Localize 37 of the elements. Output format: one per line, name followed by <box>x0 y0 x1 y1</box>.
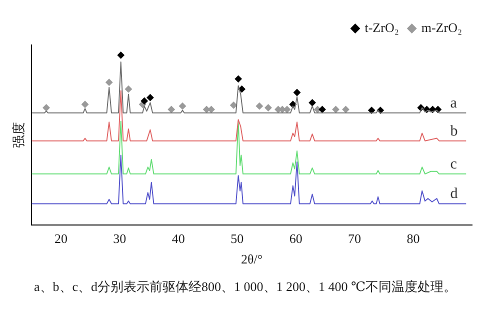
point <box>234 75 242 82</box>
point <box>140 97 148 104</box>
x-tick-label: 30 <box>113 231 126 246</box>
point <box>332 106 340 113</box>
point <box>368 106 376 114</box>
legend-label: t-ZrO₂ <box>364 20 399 35</box>
point <box>82 100 89 108</box>
series-label: b <box>450 123 458 140</box>
point <box>256 102 263 110</box>
point <box>146 94 154 102</box>
point <box>42 104 50 112</box>
point <box>124 86 132 93</box>
x-tick-label: 40 <box>172 231 185 246</box>
point <box>318 106 326 113</box>
point <box>106 78 113 86</box>
x-tick-label: 60 <box>289 231 302 246</box>
point <box>294 88 301 96</box>
point <box>168 106 175 113</box>
series-label: d <box>450 186 458 202</box>
x-tick-label: 80 <box>406 231 420 246</box>
text: a、b、c、d分别表示前驱体经800、1 000、1 200、1 400 ℃不同温度处理。 <box>33 278 458 296</box>
y-axis-title: 强度 <box>11 122 26 148</box>
point <box>284 106 291 113</box>
x-tick-label: 70 <box>348 231 362 246</box>
point <box>308 99 316 106</box>
legend-label: m-ZrO₂ <box>421 20 462 35</box>
point <box>238 86 246 93</box>
point <box>264 104 272 112</box>
point <box>179 102 186 110</box>
x-axis-title: 2θ/° <box>241 252 263 267</box>
x-tick-label: 20 <box>54 231 68 246</box>
series-label: a <box>450 95 458 112</box>
series-label: c <box>450 156 458 172</box>
point <box>342 106 350 113</box>
point <box>230 102 238 109</box>
x-tick-label: 50 <box>230 231 244 246</box>
point <box>117 52 124 59</box>
